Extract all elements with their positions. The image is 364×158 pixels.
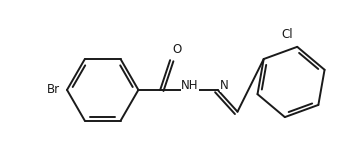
Text: NH: NH	[181, 79, 199, 92]
Text: N: N	[219, 79, 229, 92]
Text: Br: Br	[47, 83, 60, 96]
Text: O: O	[172, 43, 181, 56]
Text: Cl: Cl	[282, 28, 293, 41]
